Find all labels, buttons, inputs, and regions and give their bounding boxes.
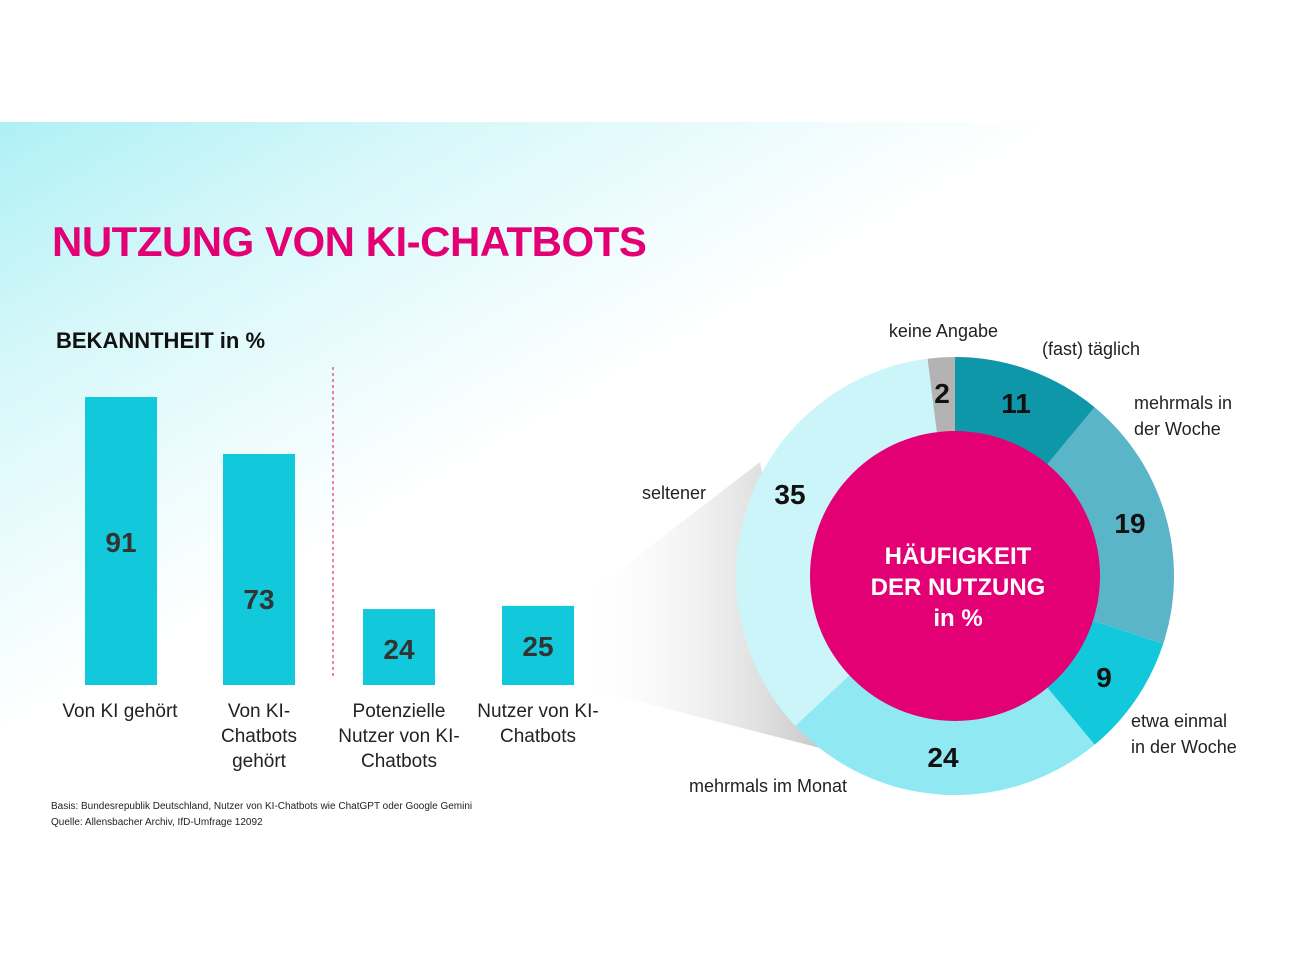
bar-value-label: 73 [243,584,274,615]
bar-value-label: 25 [522,631,553,662]
bar-0 [85,397,157,685]
bar-category-label: Chatbots [221,726,297,747]
footnote-source: Quelle: Allensbacher Archiv, IfD-Umfrage… [51,817,263,828]
slice-value-label: 24 [927,742,959,773]
bar-category-label: gehört [232,751,287,772]
slice-category-label: mehrmals im Monat [689,776,847,796]
bar-value-label: 91 [105,527,136,558]
bar-category-label: Chatbots [361,751,437,772]
slice-value-label: 9 [1096,662,1112,693]
slice-category-label: (fast) täglich [1042,339,1140,359]
slice-value-label: 11 [1001,388,1031,419]
bar-category-label: Von KI- [228,701,290,722]
slice-value-label: 2 [934,378,950,409]
donut-center-title: HÄUFIGKEIT [885,543,1032,570]
slice-value-label: 19 [1114,508,1145,539]
bar-3 [502,605,574,685]
bar-category-label: Potenzielle [353,701,446,722]
slice-category-label: mehrmals in [1134,393,1232,413]
bar-category-label: Von KI gehört [62,701,178,722]
bar-2 [363,609,435,685]
slice-category-label: der Woche [1134,419,1221,439]
page-title: NUTZUNG VON KI-CHATBOTS [52,218,647,265]
bar-1 [223,453,295,685]
donut-center-title: in % [933,605,982,632]
slice-category-label: keine Angabe [889,321,998,341]
bar-category-label: Chatbots [500,726,576,747]
slice-value-label: 35 [774,479,805,510]
donut-center-title: DER NUTZUNG [871,574,1046,601]
slice-category-label: etwa einmal [1131,711,1227,731]
bar-category-label: Nutzer von KI- [338,726,459,747]
footnote-basis: Basis: Bundesrepublik Deutschland, Nutze… [51,801,473,812]
bar-category-label: Nutzer von KI- [477,701,598,722]
slice-category-label: seltener [642,483,706,503]
donut-center [810,431,1100,721]
slice-category-label: in der Woche [1131,737,1237,757]
bar-value-label: 24 [383,634,415,665]
bar-chart-title: BEKANNTHEIT in % [56,328,265,353]
